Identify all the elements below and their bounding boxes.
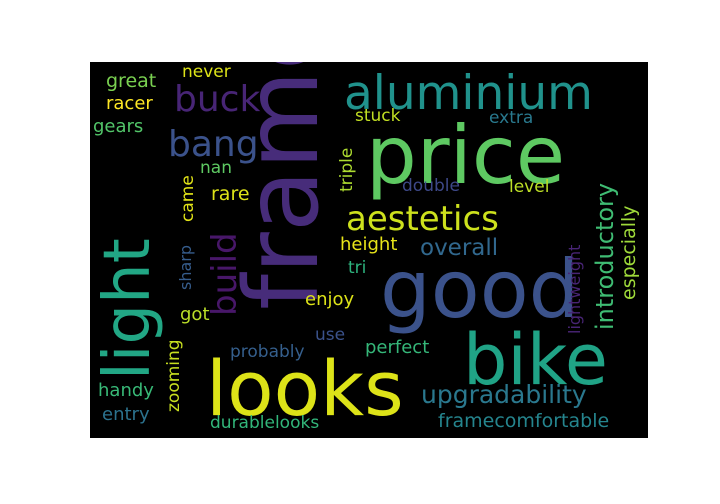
word-nan: nan bbox=[200, 158, 232, 178]
word-gears: gears bbox=[93, 116, 144, 137]
word-build: build bbox=[205, 232, 245, 316]
word-bike: bike bbox=[463, 319, 608, 401]
word-framecomfortable: framecomfortable bbox=[438, 410, 610, 432]
word-never: never bbox=[182, 62, 231, 82]
word-light: light bbox=[91, 238, 165, 380]
word-buck: buck bbox=[174, 79, 261, 120]
word-rare: rare bbox=[211, 183, 250, 205]
word-came: came bbox=[178, 175, 198, 222]
word-racer: racer bbox=[106, 93, 153, 114]
word-height: height bbox=[340, 234, 398, 255]
word-aestetics: aestetics bbox=[346, 199, 499, 239]
word-enjoy: enjoy bbox=[305, 289, 355, 310]
word-extra: extra bbox=[489, 108, 534, 128]
word-introductory: introductory bbox=[591, 182, 619, 330]
word-zooming: zooming bbox=[164, 339, 184, 412]
word-handy: handy bbox=[98, 380, 154, 401]
word-probably: probably bbox=[230, 342, 305, 362]
word-especially: especially bbox=[618, 205, 640, 300]
word-looks: looks bbox=[206, 344, 404, 433]
word-perfect: perfect bbox=[365, 337, 430, 358]
word-great: great bbox=[106, 70, 157, 92]
word-cloud: frame price good looks bike light alumin… bbox=[90, 62, 648, 438]
word-tri: tri bbox=[348, 258, 367, 278]
word-upgradability: upgradability bbox=[421, 380, 587, 409]
word-level: level bbox=[509, 177, 550, 197]
word-price: price bbox=[366, 109, 566, 202]
word-durablelooks: durablelooks bbox=[210, 413, 320, 433]
word-entry: entry bbox=[102, 404, 150, 425]
word-bang: bang bbox=[168, 124, 259, 165]
word-triple: triple bbox=[337, 147, 357, 192]
word-got: got bbox=[180, 304, 210, 325]
word-double: double bbox=[402, 176, 460, 196]
word-overall: overall bbox=[420, 235, 499, 261]
word-aluminium: aluminium bbox=[344, 66, 593, 121]
word-sharp: sharp bbox=[176, 244, 195, 290]
word-use: use bbox=[315, 325, 346, 345]
word-good: good bbox=[380, 243, 580, 336]
word-lightweight: lightweight bbox=[565, 244, 584, 334]
word-stuck: stuck bbox=[355, 106, 401, 126]
